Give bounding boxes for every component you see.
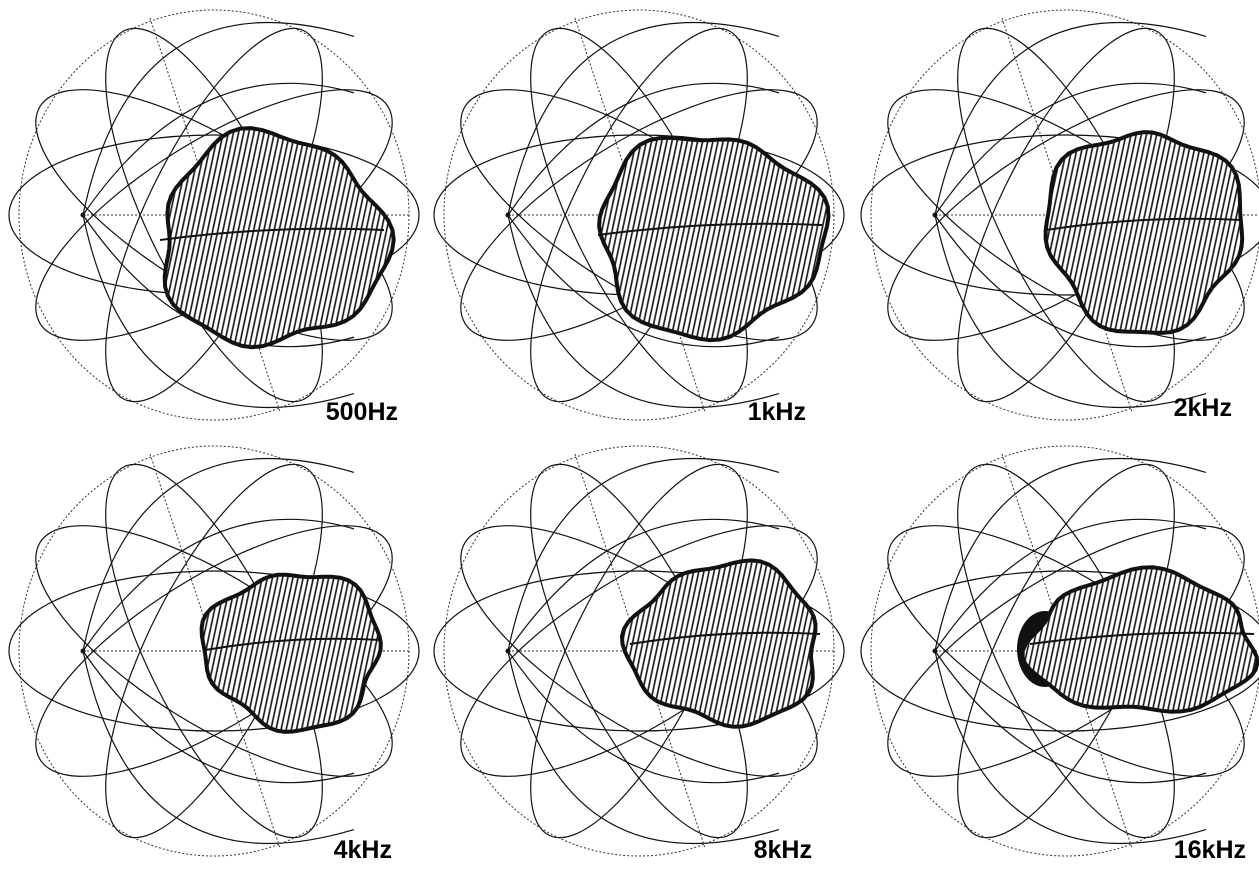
balloon — [599, 138, 828, 340]
frequency-label: 16kHz — [1174, 836, 1246, 864]
pole — [81, 213, 86, 218]
balloon — [165, 128, 394, 347]
balloon-panel — [1, 1, 427, 428]
frequency-label: 4kHz — [334, 836, 392, 864]
pole — [506, 213, 511, 218]
pole — [933, 649, 938, 654]
pole — [933, 213, 938, 218]
balloon-panel — [426, 437, 852, 864]
frequency-label: 2kHz — [1174, 394, 1232, 422]
balloon — [202, 575, 381, 732]
balloon-panel — [426, 1, 852, 428]
frequency-label: 1kHz — [748, 398, 806, 426]
frequency-label: 8kHz — [754, 836, 812, 864]
balloon-panel — [853, 1, 1259, 428]
balloon-panel — [1, 437, 427, 864]
figure: 500Hz 1kHz 2kHz 4kHz 8kHz 16kHz — [0, 0, 1259, 873]
balloon — [1046, 132, 1243, 333]
pole — [81, 649, 86, 654]
balloon — [1023, 567, 1258, 711]
frequency-label: 500Hz — [326, 398, 398, 426]
balloon-panel — [853, 437, 1259, 864]
pole — [506, 649, 511, 654]
balloon — [622, 560, 815, 726]
